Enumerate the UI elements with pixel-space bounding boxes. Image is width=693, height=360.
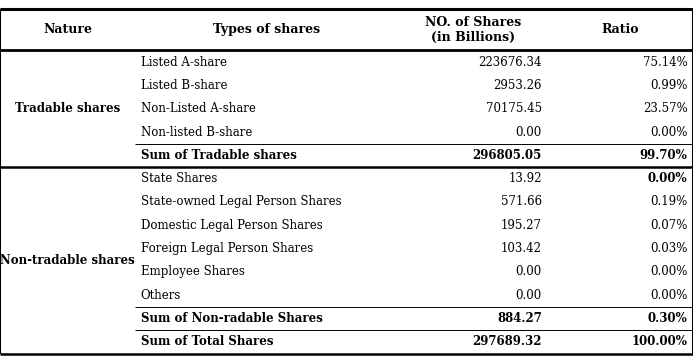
Text: 0.00: 0.00	[516, 289, 542, 302]
Text: State Shares: State Shares	[141, 172, 217, 185]
Text: Domestic Legal Person Shares: Domestic Legal Person Shares	[141, 219, 322, 232]
Text: 0.99%: 0.99%	[650, 79, 687, 92]
Text: 23.57%: 23.57%	[642, 102, 687, 115]
Text: Non-listed B-share: Non-listed B-share	[141, 126, 252, 139]
Text: 0.00: 0.00	[516, 126, 542, 139]
Text: 223676.34: 223676.34	[478, 55, 542, 68]
Text: 100.00%: 100.00%	[631, 336, 687, 348]
Text: 195.27: 195.27	[501, 219, 542, 232]
Text: 0.00%: 0.00%	[648, 172, 687, 185]
Text: Foreign Legal Person Shares: Foreign Legal Person Shares	[141, 242, 313, 255]
Text: 99.70%: 99.70%	[640, 149, 687, 162]
Text: Nature: Nature	[43, 23, 92, 36]
Text: Sum of Tradable shares: Sum of Tradable shares	[141, 149, 297, 162]
Text: 0.30%: 0.30%	[648, 312, 687, 325]
Text: 0.00: 0.00	[516, 265, 542, 278]
Text: Tradable shares: Tradable shares	[15, 102, 120, 115]
Text: State-owned Legal Person Shares: State-owned Legal Person Shares	[141, 195, 342, 208]
Text: 2953.26: 2953.26	[493, 79, 542, 92]
Text: Types of shares: Types of shares	[213, 23, 320, 36]
Text: 571.66: 571.66	[501, 195, 542, 208]
Text: 13.92: 13.92	[509, 172, 542, 185]
Text: 0.00%: 0.00%	[650, 126, 687, 139]
Text: 884.27: 884.27	[497, 312, 542, 325]
Text: Listed B-share: Listed B-share	[141, 79, 227, 92]
Text: NO. of Shares
(in Billions): NO. of Shares (in Billions)	[425, 16, 521, 44]
Text: 297689.32: 297689.32	[473, 336, 542, 348]
Text: 0.07%: 0.07%	[650, 219, 687, 232]
Text: 0.00%: 0.00%	[650, 289, 687, 302]
Text: 75.14%: 75.14%	[642, 55, 687, 68]
Text: Sum of Non-radable Shares: Sum of Non-radable Shares	[141, 312, 322, 325]
Text: Non-Listed A-share: Non-Listed A-share	[141, 102, 256, 115]
Text: Listed A-share: Listed A-share	[141, 55, 227, 68]
Text: Employee Shares: Employee Shares	[141, 265, 245, 278]
Text: 103.42: 103.42	[501, 242, 542, 255]
Text: Others: Others	[141, 289, 181, 302]
Text: 296805.05: 296805.05	[473, 149, 542, 162]
Text: Non-tradable shares: Non-tradable shares	[0, 254, 135, 267]
Text: 70175.45: 70175.45	[486, 102, 542, 115]
Text: Sum of Total Shares: Sum of Total Shares	[141, 336, 273, 348]
Text: 0.03%: 0.03%	[650, 242, 687, 255]
Text: Ratio: Ratio	[602, 23, 639, 36]
Text: 0.19%: 0.19%	[650, 195, 687, 208]
Text: 0.00%: 0.00%	[650, 265, 687, 278]
